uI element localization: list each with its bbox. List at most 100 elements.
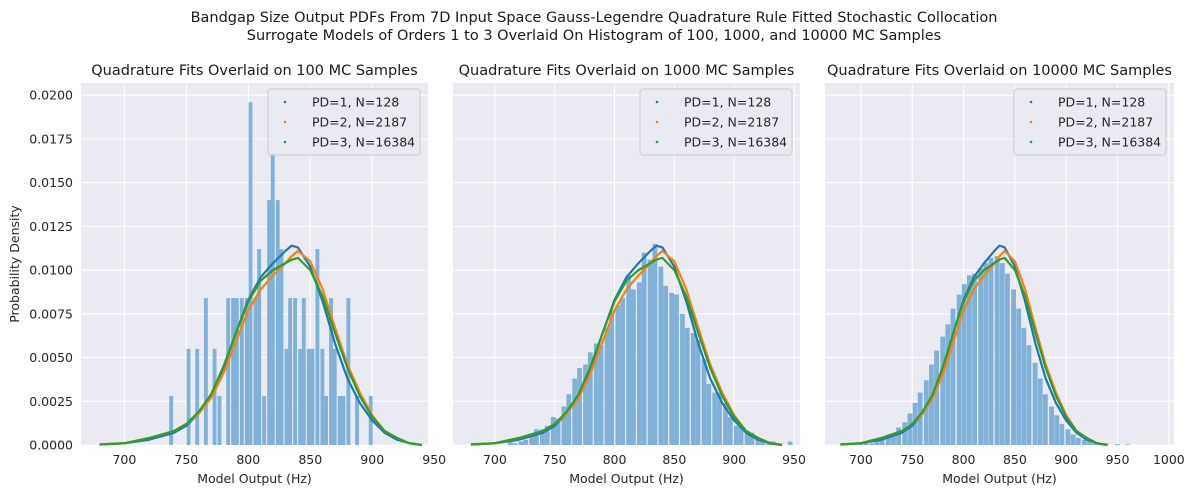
series-line-1: [470, 244, 783, 447]
histogram-bar: [1004, 273, 1010, 445]
histogram-bar: [712, 392, 718, 445]
histogram-bar: [529, 434, 535, 445]
histogram-bar: [658, 266, 664, 445]
series-line-1: [840, 244, 1108, 447]
histogram-bar: [994, 256, 1000, 445]
y-axis-label: Probability Density: [7, 205, 22, 323]
histogram-bar: [368, 396, 373, 445]
histogram-bar: [248, 102, 253, 445]
histogram-bar: [329, 298, 333, 445]
histogram-bar: [341, 396, 346, 445]
histogram-bar: [315, 249, 320, 445]
legend-label-3: PD=3, N=16384: [684, 135, 787, 150]
series-line-3: [99, 256, 422, 447]
histogram-bar: [561, 406, 567, 445]
histogram-bar: [253, 298, 258, 445]
histogram-bar: [239, 298, 244, 445]
histogram-bar: [275, 200, 280, 445]
x-tick-label: 950: [782, 452, 806, 467]
histogram-bar: [550, 417, 556, 445]
series-line-3: [470, 256, 783, 447]
y-tick-label: 0.0075: [29, 306, 73, 321]
histogram-bar: [293, 298, 298, 445]
histogram-bar: [1125, 444, 1130, 445]
histogram-bar: [641, 252, 647, 445]
histogram-bar: [744, 432, 750, 445]
histogram-bar: [566, 394, 572, 445]
histogram-bar: [572, 378, 578, 445]
x-tick-label: 700: [849, 452, 873, 467]
x-tick-label: 700: [483, 452, 507, 467]
histogram-bar: [195, 348, 200, 445]
histogram-bar: [203, 298, 208, 445]
histogram-bar: [609, 310, 615, 445]
histogram-bar: [717, 392, 722, 445]
histogram-bar: [355, 396, 359, 445]
histogram-bar: [186, 348, 191, 445]
histogram-bar: [577, 368, 582, 445]
x-tick-label: 750: [543, 452, 567, 467]
histogram-bar: [324, 396, 329, 445]
x-axis-label: Model Output (Hz): [569, 471, 684, 486]
histogram-bar: [217, 396, 222, 445]
panels: 700 750 800 850 900 950 0.0000 0.0025 0.0050 0.00…: [7, 63, 1185, 486]
legend-marker-1: [655, 100, 659, 104]
histogram-bar: [262, 396, 267, 445]
histogram-bar: [885, 436, 891, 445]
legend-marker-2: [283, 120, 287, 124]
histogram-bar: [620, 298, 626, 445]
x-tick-label: 750: [174, 452, 198, 467]
histogram-bar: [978, 268, 984, 445]
legend-label-3: PD=3, N=16384: [1058, 135, 1161, 150]
legend: PD=1, N=128 PD=2, N=2187 PD=3, N=16384: [1013, 88, 1167, 156]
histogram-bar: [1075, 438, 1081, 445]
histogram-bar: [917, 392, 923, 445]
histogram-bar: [695, 340, 701, 445]
panel-1: 700 750 800 850 900 950 0.0000 0.0025 0.0050 0.00…: [7, 63, 446, 486]
histogram-bar: [231, 298, 236, 445]
histogram-bar: [234, 298, 239, 445]
histogram-bar: [583, 364, 588, 445]
legend: PD=1, N=128 PD=2, N=2187 PD=3, N=16384: [639, 88, 793, 156]
histogram: [858, 256, 1130, 445]
histogram-bar: [1087, 441, 1092, 445]
histogram-bar: [212, 348, 217, 445]
histogram-bar: [749, 432, 755, 445]
histogram-bar: [755, 438, 761, 445]
histogram-bar: [680, 313, 685, 445]
histogram-bar: [988, 257, 994, 445]
figure-suptitle-line-2: Surrogate Models of Orders 1 to 3 Overla…: [247, 28, 941, 44]
histogram-bar: [690, 333, 696, 445]
histogram-bar: [923, 380, 929, 445]
y-tick-label: 0.0200: [29, 88, 73, 103]
legend-box: [639, 88, 793, 156]
histogram-bar: [1042, 394, 1048, 445]
x-tick-label: 800: [952, 452, 976, 467]
histogram: [507, 243, 793, 445]
x-tick-label: 900: [1054, 452, 1078, 467]
x-tick-label: 800: [236, 452, 260, 467]
legend: PD=1, N=128 PD=2, N=2187 PD=3, N=16384: [267, 88, 421, 156]
histogram: [169, 102, 373, 445]
histogram-bar: [929, 364, 934, 445]
legend-marker-1: [283, 100, 287, 104]
series-line-3: [840, 256, 1108, 447]
x-tick-label: 750: [900, 452, 924, 467]
histogram-bar: [1059, 424, 1065, 445]
x-tick-label: 950: [1106, 452, 1130, 467]
histogram-bar: [972, 273, 977, 445]
histogram-bar: [723, 403, 728, 445]
histogram-bar: [1114, 444, 1120, 445]
panel-2: 700 750 800 850 900 950 Quadrature Fits Overla…: [453, 63, 806, 486]
panel-title: Quadrature Fits Overlaid on 1000 MC Samp…: [459, 63, 795, 79]
histogram-bar: [288, 298, 293, 445]
histogram-bar: [940, 336, 946, 445]
histogram-bar: [587, 352, 593, 445]
panel-3: 700 750 800 850 900 950 1000 Quadrature Fits Ov…: [825, 63, 1185, 486]
x-tick-label: 850: [1003, 452, 1027, 467]
x-tick-label: 900: [360, 452, 384, 467]
histogram-bar: [1037, 378, 1043, 445]
legend-label-2: PD=2, N=2187: [684, 115, 779, 130]
x-tick-label: 1000: [1153, 452, 1185, 467]
legend-label-2: PD=2, N=2187: [312, 115, 407, 130]
